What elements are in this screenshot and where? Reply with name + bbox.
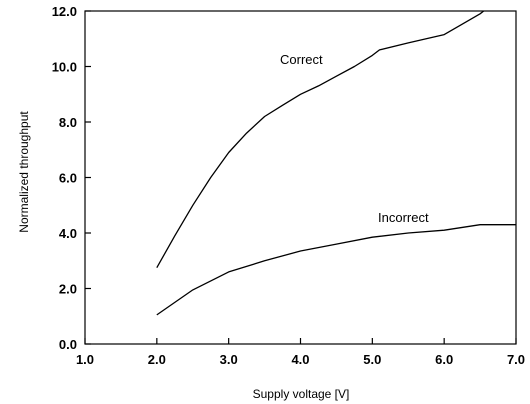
y-axis-label: Normalized throughput (17, 111, 31, 233)
y-tick-label: 2.0 (59, 282, 77, 297)
series-label-correct: Correct (280, 52, 323, 67)
y-tick-label: 4.0 (59, 226, 77, 241)
y-tick-label: 12.0 (52, 4, 77, 19)
series-line-incorrect (156, 224, 516, 316)
y-tick-label: 8.0 (59, 115, 77, 130)
series-line-correct (156, 10, 485, 269)
x-tick-label: 3.0 (220, 352, 238, 367)
x-tick-label: 6.0 (435, 352, 453, 367)
series-label-incorrect: Incorrect (378, 210, 429, 225)
y-axis: 0.0 2.0 4.0 6.0 8.0 10.0 12.0 (52, 4, 91, 352)
y-tick-label: 6.0 (59, 171, 77, 186)
x-axis: 1.0 2.0 3.0 4.0 5.0 6.0 7.0 (76, 338, 525, 367)
y-tick-label: 0.0 (59, 337, 77, 352)
x-tick-label: 1.0 (76, 352, 94, 367)
x-tick-label: 2.0 (148, 352, 166, 367)
y-tick-label: 10.0 (52, 60, 77, 75)
x-axis-label: Supply voltage [V] (253, 387, 350, 401)
x-tick-label: 7.0 (507, 352, 525, 367)
x-tick-label: 4.0 (291, 352, 309, 367)
series-layer: Correct Incorrect (156, 10, 516, 316)
x-tick-label: 5.0 (363, 352, 381, 367)
